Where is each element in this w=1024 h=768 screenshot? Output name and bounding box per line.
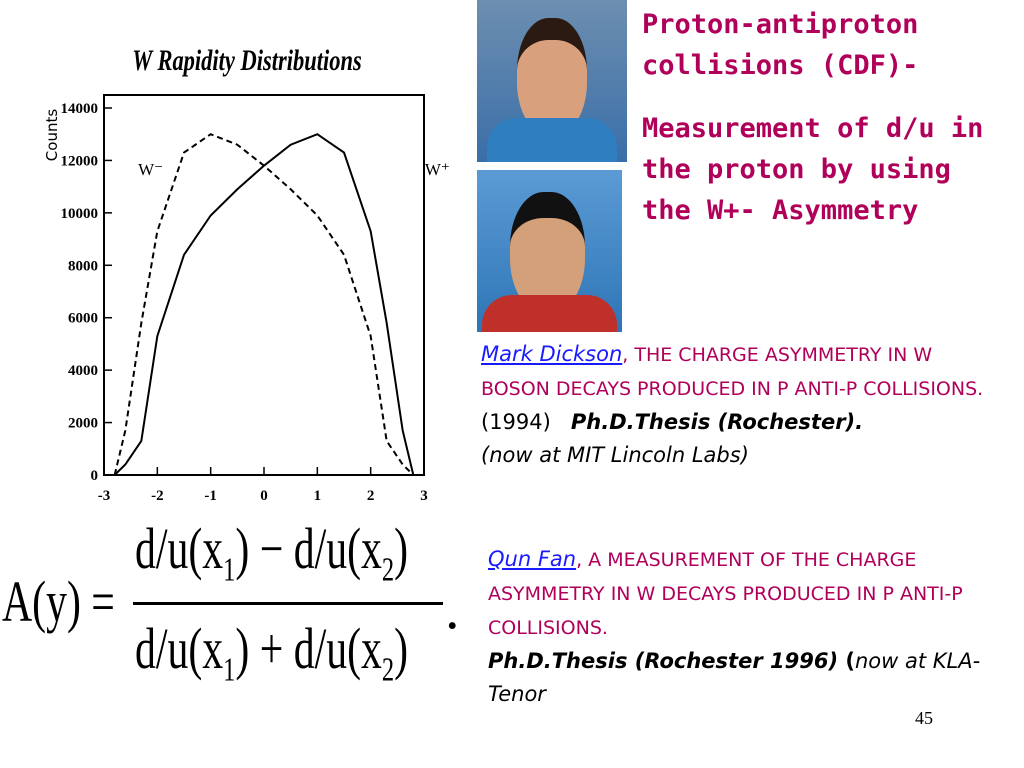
legend-label: W⁺ <box>425 160 450 179</box>
chart-title: W Rapidity Distributions <box>132 43 362 77</box>
f: 2 <box>381 551 395 589</box>
x-tick-label: -2 <box>151 488 164 500</box>
f: ) <box>394 516 409 581</box>
x-tick-label: 1 <box>314 488 322 500</box>
x-tick-label: 2 <box>367 488 375 500</box>
page-number: 45 <box>915 708 933 728</box>
x-tick-label: -3 <box>98 488 111 500</box>
series-line <box>113 133 415 476</box>
f: 1 <box>223 651 236 689</box>
ref-now: now at KLA-Tenor <box>488 649 981 706</box>
y-tick-label: 12000 <box>61 153 99 169</box>
f: d/u(x <box>135 516 224 581</box>
reference: Qun Fan, A MEASUREMENT OF THE CHARGE ASY… <box>488 543 998 711</box>
formula-end: . <box>445 576 460 641</box>
y-tick-label: 14000 <box>61 101 99 117</box>
y-tick-label: 6000 <box>68 311 98 327</box>
f: ) − d/u(x <box>235 516 382 581</box>
plot-frame <box>103 94 425 476</box>
chart: W Rapidity Distributions Counts 0 2000 400… <box>43 43 450 500</box>
f: 1 <box>223 551 236 589</box>
formula-lhs: A(y) = <box>2 569 115 634</box>
ref-title: , THE CHARGE ASYMMETRY IN W BOSON DECAYS… <box>481 344 984 400</box>
reference: Mark Dickson, THE CHARGE ASYMMETRY IN W … <box>481 338 1001 472</box>
author-link[interactable]: Qun Fan <box>488 547 577 571</box>
ref-thesis: Ph.D.Thesis (Rochester 1996) <box>488 649 839 673</box>
ref-title: , A MEASUREMENT OF THE CHARGE ASYMMETRY … <box>488 549 963 639</box>
photo <box>477 170 622 332</box>
y-tick-label: 4000 <box>68 363 98 379</box>
ref-year: (1994) <box>481 410 551 434</box>
x-tick-label: 3 <box>420 488 428 500</box>
y-axis-label: Counts <box>43 109 61 162</box>
f: 2 <box>381 651 395 689</box>
f: d/u(x <box>135 616 224 681</box>
heading-2: Measurement of d/u in the proton by usin… <box>642 113 984 226</box>
ref-now: (now at MIT Lincoln Labs) <box>481 443 749 467</box>
author-link[interactable]: Mark Dickson <box>481 342 623 366</box>
y-tick-label: 10000 <box>61 206 99 222</box>
formula-denominator: d/u(x1) + d/u(x2) <box>135 615 408 690</box>
f: ) + d/u(x <box>235 616 382 681</box>
x-tick-label: -1 <box>204 488 217 500</box>
ref-thesis: Ph.D.Thesis (Rochester). <box>570 410 864 434</box>
f: ) <box>394 616 409 681</box>
y-tick-label: 8000 <box>68 258 98 274</box>
ref-paren: ( <box>838 649 855 673</box>
fraction-bar <box>133 602 443 605</box>
photo <box>477 0 627 162</box>
heading-1: Proton-antiproton collisions (CDF)- <box>642 9 919 81</box>
formula-numerator: d/u(x1) − d/u(x2) <box>135 515 408 590</box>
y-tick-label: 0 <box>91 468 99 484</box>
series-line <box>113 133 415 476</box>
legend-label: W⁻ <box>138 160 163 179</box>
x-tick-label: 0 <box>260 488 268 500</box>
y-tick-label: 2000 <box>68 416 98 432</box>
